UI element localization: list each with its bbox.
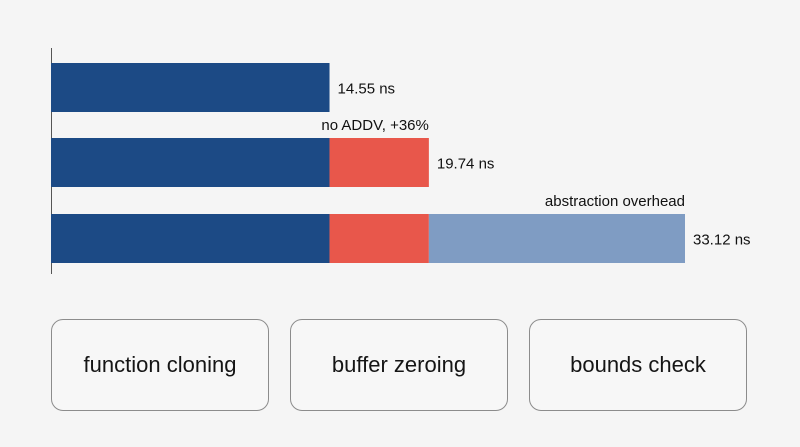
bar-segment-3-function-cloning	[51, 214, 330, 263]
bar-segment-2-function-cloning	[51, 138, 330, 187]
bar-segment-3-buffer-zeroing	[329, 214, 429, 263]
bar-segment-1-function-cloning	[51, 63, 330, 112]
bar-annotation-2: no ADDV, +36%	[321, 117, 428, 134]
bar-total-label-1: 14.55 ns	[338, 81, 396, 98]
legend-card-function-cloning[interactable]: function cloning	[51, 319, 269, 411]
legend-card-buffer-zeroing[interactable]: buffer zeroing	[290, 319, 508, 411]
bar-segment-2-buffer-zeroing	[329, 138, 429, 187]
bar-total-label-3: 33.12 ns	[693, 232, 751, 249]
bar-annotation-3: abstraction overhead	[545, 193, 685, 210]
legend-card-bounds-check[interactable]: bounds check	[529, 319, 747, 411]
bar-total-label-2: 19.74 ns	[437, 156, 495, 173]
legend-label-buffer-zeroing: buffer zeroing	[331, 352, 467, 377]
stacked-bar-chart: 14.55 ns 19.74 ns 33.12 ns no ADDV, +36% abs…	[51, 48, 751, 274]
legend-label-function-cloning: function cloning	[83, 352, 237, 377]
bar-segment-3-bounds-check	[428, 214, 685, 263]
legend-label-bounds-check: bounds check	[570, 352, 706, 377]
